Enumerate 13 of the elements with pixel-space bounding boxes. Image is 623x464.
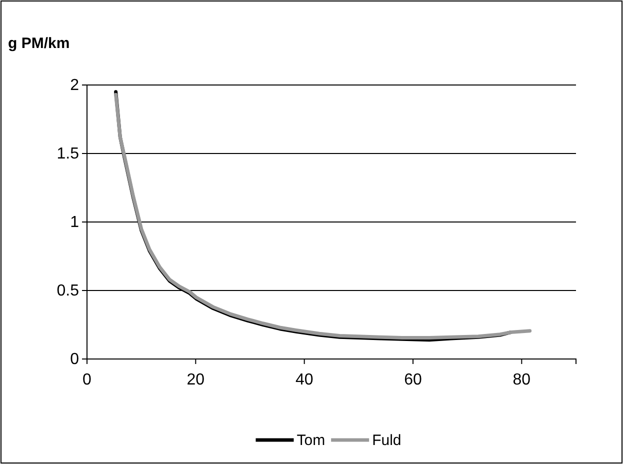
x-tick-label: 0	[82, 372, 92, 389]
x-tick-label: 60	[404, 372, 422, 389]
y-tick-label: 1	[70, 214, 80, 232]
y-axis-title: g PM/km	[8, 35, 70, 52]
legend-label: Tom	[296, 432, 326, 449]
x-tick-label: 80	[512, 372, 531, 389]
legend-label: Fuld	[372, 432, 402, 449]
y-tick-label: 0.5	[56, 282, 80, 300]
y-tick-label: 2	[70, 77, 80, 94]
y-tick-label: 1.5	[56, 146, 80, 163]
x-tick-label: 20	[186, 372, 205, 389]
y-tick-label: 0	[70, 351, 80, 368]
x-tick-label: 40	[295, 372, 314, 389]
